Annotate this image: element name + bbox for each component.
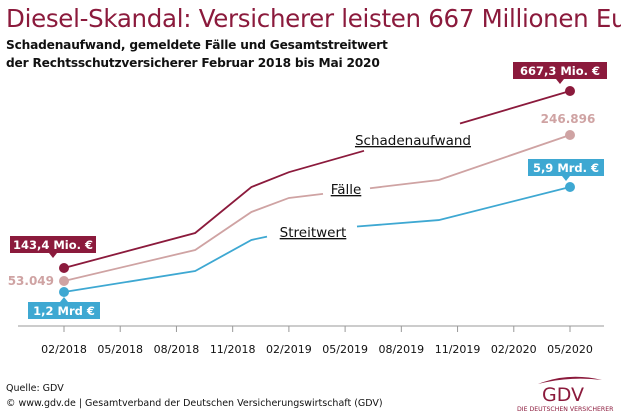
series-label: Streitwert [280, 225, 347, 241]
start-point [59, 276, 69, 286]
x-tick-label: 05/2018 [97, 343, 143, 356]
end-value-label-pointer [556, 79, 564, 84]
x-tick-label: 02/2018 [41, 343, 87, 356]
end-value-label: 5,9 Mrd. € [533, 161, 599, 175]
start-value-label-box [10, 236, 96, 253]
end-value-label-pointer [562, 176, 570, 181]
subtitle-line-2: der Rechtsschutzversicherer Februar 2018… [6, 56, 380, 70]
start-value-label: 143,4 Mio. € [13, 238, 93, 252]
x-tick-label: 02/2019 [266, 343, 312, 356]
start-value-label-box [28, 302, 100, 319]
end-point [565, 86, 575, 96]
x-tick-label: 08/2019 [378, 343, 424, 356]
series-label: Fälle [331, 182, 362, 198]
series-0: Schadenaufwand 143,4 Mio. € 667,3 Mio. € [10, 62, 607, 273]
start-point [59, 287, 69, 297]
end-point [565, 182, 575, 192]
end-point [565, 130, 575, 140]
series-line-fälle [63, 134, 571, 282]
start-value-label: 1,2 Mrd € [33, 304, 95, 318]
end-value-label: 246.896 [541, 112, 596, 126]
x-tick-label: 05/2020 [547, 343, 593, 356]
logo-tagline: DIE DEUTSCHEN VERSICHERER [517, 406, 614, 413]
subtitle-line-1: Schadenaufwand, gemeldete Fälle und Gesa… [6, 38, 388, 52]
series-line-schadenaufwand [63, 90, 571, 269]
start-point [59, 263, 69, 273]
chart-title: Diesel-Skandal: Versicherer leisten 667 … [6, 4, 621, 33]
series-2: Streitwert 1,2 Mrd € 5,9 Mrd. € [28, 159, 604, 319]
end-value-label-box [513, 62, 607, 79]
x-tick-label: 05/2019 [322, 343, 368, 356]
series-line-streitwert [63, 186, 571, 293]
series-label: Schadenaufwand [355, 133, 471, 149]
series-1: Fälle 53.049 246.896 [8, 112, 596, 288]
start-value-label-pointer [49, 253, 57, 258]
x-tick-label: 08/2018 [154, 343, 200, 356]
x-tick-label: 11/2019 [435, 343, 481, 356]
end-value-label-box [528, 159, 604, 176]
start-value-label: 53.049 [8, 274, 54, 288]
gdv-logo: GDV DIE DEUTSCHEN VERSICHERER [517, 376, 614, 413]
x-tick-label: 11/2018 [210, 343, 256, 356]
start-value-label-pointer [60, 297, 68, 302]
copyright-note: © www.gdv.de | Gesamtverband der Deutsch… [6, 398, 383, 409]
logo-text: GDV [542, 384, 584, 406]
end-value-label: 667,3 Mio. € [520, 64, 600, 78]
x-tick-label: 02/2020 [491, 343, 537, 356]
source-note: Quelle: GDV [6, 383, 64, 394]
